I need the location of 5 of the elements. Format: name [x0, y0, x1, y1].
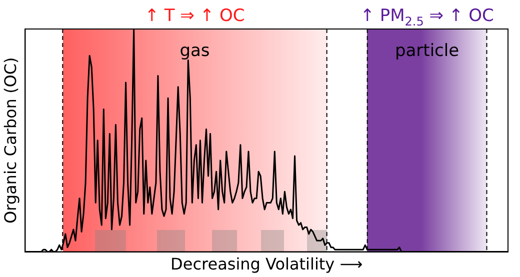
x-axis-title: Decreasing Volatility ⟶ [170, 254, 363, 274]
y-axis-title: Organic Carbon (OC) [0, 57, 20, 224]
text: ↑ T ⇒ ↑ OC [144, 6, 245, 26]
annotation: gas [180, 41, 210, 61]
annotation: particle [394, 41, 460, 61]
